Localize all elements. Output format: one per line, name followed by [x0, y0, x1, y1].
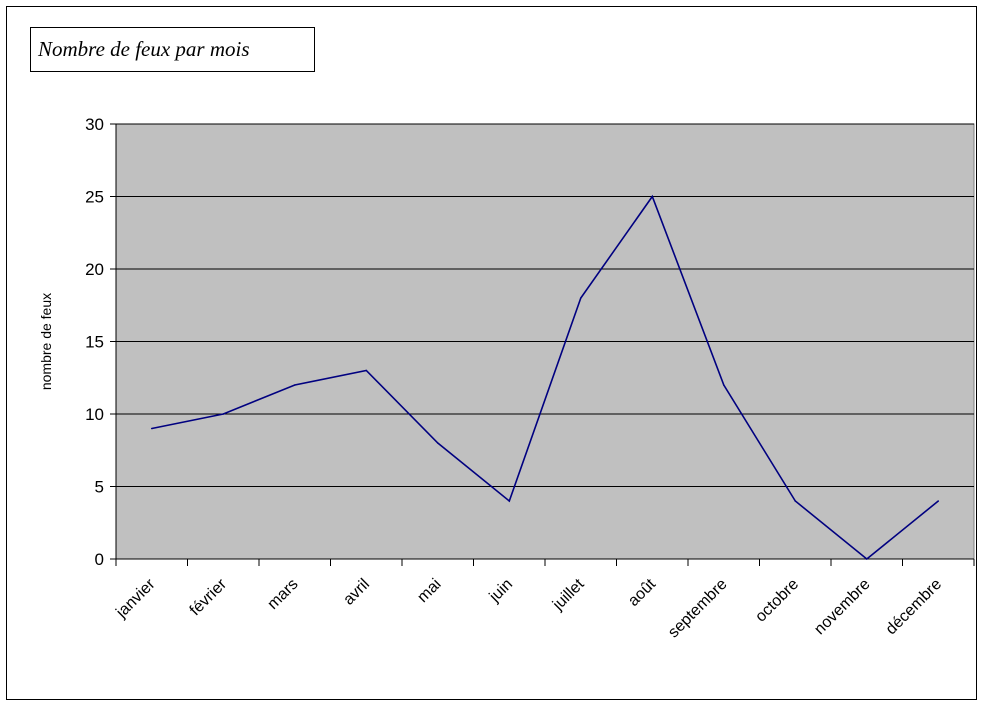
x-tick-label-1: février — [187, 575, 231, 619]
y-axis-title: nombre de feux — [38, 293, 54, 390]
x-tick-label-9: octobre — [752, 576, 802, 626]
data-point-janvier — [150, 427, 153, 430]
x-tick-label-11: décembre — [883, 576, 945, 638]
data-point-mai — [436, 442, 439, 444]
y-tick-label-15: 15 — [85, 333, 104, 352]
y-tick-label-30: 30 — [85, 115, 104, 134]
gridlines — [116, 123, 974, 487]
y-tick-label-5: 5 — [95, 478, 104, 497]
data-point-septembre — [722, 384, 725, 386]
x-tick-label-10: novembre — [811, 576, 873, 638]
data-point-mars — [293, 384, 296, 386]
chart-title: Nombre de feux par mois — [38, 37, 250, 61]
series-layer — [150, 194, 940, 561]
data-point-novembre — [865, 558, 868, 560]
y-tick-label-25: 25 — [85, 188, 104, 207]
data-point-juillet — [579, 297, 582, 299]
axes — [110, 123, 975, 566]
y-tick-label-10: 10 — [85, 405, 104, 424]
x-tick-label-0: janvier — [113, 575, 160, 622]
x-tick-label-8: septembre — [665, 576, 731, 642]
y-tick-label-0: 0 — [95, 550, 104, 569]
series-line-0 — [151, 194, 939, 561]
data-point-février — [222, 413, 225, 415]
x-tick-label-7: août — [625, 575, 659, 609]
x-tick-label-3: avril — [340, 576, 373, 609]
data-point-avril — [365, 369, 368, 372]
x-tick-label-6: juillet — [549, 575, 588, 614]
x-tick-label-4: mai — [414, 576, 444, 606]
y-tick-labels: 0 5 10 15 20 25 30 — [85, 115, 104, 569]
y-tick-label-20: 20 — [85, 260, 104, 279]
data-point-juin — [508, 500, 511, 502]
data-point-octobre — [794, 500, 797, 502]
x-tick-labels: janvier février mars avril mai juin juillet aoû… — [113, 575, 946, 641]
x-tick-label-5: juin — [486, 576, 516, 606]
data-point-août — [651, 195, 654, 198]
x-tick-label-2: mars — [264, 576, 301, 613]
data-point-décembre — [937, 500, 940, 502]
chart-title-box: Nombre de feux par mois — [30, 27, 315, 72]
